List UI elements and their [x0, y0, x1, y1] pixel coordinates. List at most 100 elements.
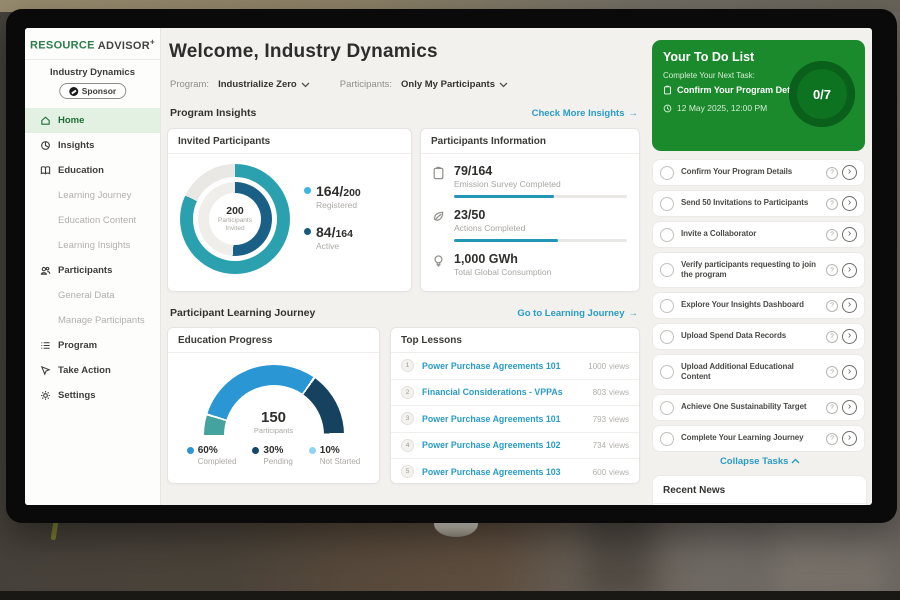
emission-survey-value: 79/164 — [454, 164, 493, 178]
sidebar-item-home[interactable]: Home — [25, 108, 160, 133]
lesson-link[interactable]: Power Purchase Agreements 101 — [422, 413, 561, 424]
chevron-right-icon[interactable]: › — [842, 165, 857, 180]
chevron-right-icon[interactable]: › — [842, 364, 857, 380]
chevron-right-icon[interactable]: › — [842, 400, 857, 415]
chevron-right-icon[interactable]: › — [842, 298, 857, 313]
todo-task[interactable]: Upload Spend Data Records ? › — [652, 323, 865, 350]
lesson-link[interactable]: Power Purchase Agreements 103 — [422, 466, 561, 477]
invited-center-label: Participants Invited — [218, 217, 252, 232]
lesson-link[interactable]: Power Purchase Agreements 102 — [422, 440, 561, 451]
program-value: Industrialize Zero — [218, 79, 297, 90]
task-checkbox[interactable] — [660, 329, 674, 344]
education-gauge-chart: 150 Participants 60% Completed 30% Pendi… — [168, 353, 379, 466]
sidebar-item-insights[interactable]: Insights — [25, 133, 160, 158]
check-more-insights-link[interactable]: Check More Insights → — [531, 107, 638, 119]
help-icon[interactable]: ? — [826, 299, 838, 312]
todo-task[interactable]: Explore Your Insights Dashboard ? › — [652, 292, 865, 319]
education-progress-card: Education Progress 150 Participants 60% … — [167, 327, 380, 484]
sidebar-item-program[interactable]: Program — [25, 333, 160, 358]
chevron-right-icon[interactable]: › — [842, 227, 857, 242]
sidebar-item-take-action[interactable]: Take Action — [25, 358, 160, 383]
lesson-rank: 2 — [401, 385, 414, 399]
insights-icon — [41, 141, 50, 150]
todo-subtitle: Complete Your Next Task: — [663, 71, 755, 80]
filter-bar: Program: Industrialize Zero Participants… — [170, 79, 508, 90]
chevron-right-icon[interactable]: › — [842, 196, 857, 211]
todo-task[interactable]: Send 50 Invitations to Participants ? › — [652, 190, 865, 217]
collapse-tasks-link[interactable]: Collapse Tasks — [648, 456, 872, 467]
sidebar-item-participants[interactable]: Participants — [25, 258, 160, 283]
chevron-right-icon[interactable]: › — [842, 329, 857, 344]
legend-item-not-started: 10% Not Started — [308, 445, 360, 466]
chevron-right-icon[interactable]: › — [842, 262, 857, 278]
task-checkbox[interactable] — [660, 196, 674, 211]
logo-text-primary: RESOURCE — [30, 39, 95, 52]
todo-task[interactable]: Verify participants requesting to join t… — [652, 252, 865, 288]
todo-progress-value: 0/7 — [812, 86, 832, 102]
lesson-rank: 1 — [401, 359, 414, 373]
invited-center-value: 200 — [226, 205, 244, 218]
arrow-right-icon: → — [628, 307, 639, 319]
cursor-action-icon — [40, 365, 51, 376]
sidebar-item-learning-journey[interactable]: Learning Journey — [58, 190, 132, 201]
emission-survey-label: Emission Survey Completed — [454, 179, 561, 189]
stat-progress-fill — [454, 239, 558, 242]
help-icon[interactable]: ? — [826, 228, 838, 241]
lesson-row: 3 Power Purchase Agreements 101 793 view… — [391, 406, 639, 433]
help-icon[interactable]: ? — [826, 197, 838, 210]
top-lessons-card: Top Lessons 1 Power Purchase Agreements … — [390, 327, 640, 484]
stat-emission-survey: 79/164 Emission Survey Completed — [421, 154, 639, 198]
task-checkbox[interactable] — [660, 431, 674, 446]
todo-task[interactable]: Complete Your Learning Journey ? › — [652, 425, 865, 452]
lesson-link[interactable]: Power Purchase Agreements 101 — [422, 360, 561, 371]
participants-dropdown[interactable]: Participants: Only My Participants — [340, 79, 508, 90]
task-checkbox[interactable] — [660, 165, 674, 180]
program-label: Program: — [170, 79, 210, 90]
sponsor-badge[interactable]: Sponsor — [58, 83, 127, 99]
sidebar-item-education[interactable]: Education — [25, 158, 160, 183]
sidebar-divider — [25, 59, 160, 60]
todo-summary-card: Your To Do List Complete Your Next Task:… — [652, 40, 865, 151]
sidebar-item-general-data[interactable]: General Data — [58, 290, 115, 301]
task-checkbox[interactable] — [660, 298, 674, 313]
dashboard-screen: RESOURCE ADVISOR+ Industry Dynamics Spon… — [25, 28, 872, 505]
lesson-rank: 3 — [401, 412, 414, 426]
sponsor-label: Sponsor — [81, 86, 117, 96]
actions-completed-value: 23/50 — [454, 208, 486, 222]
help-icon[interactable]: ? — [826, 366, 838, 378]
sidebar-item-learning-insights[interactable]: Learning Insights — [58, 240, 131, 251]
chevron-up-icon — [791, 458, 800, 464]
task-checkbox[interactable] — [660, 365, 674, 379]
task-checkbox[interactable] — [660, 263, 674, 277]
actions-completed-progressbar — [454, 239, 627, 242]
completed-dot — [186, 447, 194, 454]
todo-task-list: Confirm Your Program Details ? › Send 50… — [652, 159, 865, 452]
chevron-right-icon[interactable]: › — [842, 431, 857, 446]
todo-task[interactable]: Confirm Your Program Details ? › — [652, 159, 865, 186]
task-checkbox[interactable] — [660, 227, 674, 242]
invited-donut-gap: 200 Participants Invited — [193, 177, 277, 261]
lesson-link[interactable]: Financial Considerations - VPPAs — [422, 387, 563, 398]
sidebar-item-settings[interactable]: Settings — [25, 383, 160, 408]
help-icon[interactable]: ? — [826, 264, 838, 276]
help-icon[interactable]: ? — [826, 432, 838, 445]
logo-plus: + — [149, 37, 155, 46]
help-icon[interactable]: ? — [826, 330, 838, 343]
participants-icon — [40, 266, 51, 275]
invited-legend: 164/200 Registered 84/164 Active — [304, 174, 361, 265]
registered-label: Registered — [316, 199, 358, 210]
task-checkbox[interactable] — [660, 400, 674, 415]
todo-task[interactable]: Invite a Collaborator ? › — [652, 221, 865, 248]
sidebar-item-manage-participants[interactable]: Manage Participants — [58, 315, 145, 326]
help-icon[interactable]: ? — [826, 166, 838, 179]
program-dropdown[interactable]: Program: Industrialize Zero — [170, 79, 310, 90]
todo-task[interactable]: Upload Additional Educational Content ? … — [652, 354, 865, 390]
global-consumption-label: Total Global Consumption — [454, 267, 552, 277]
sidebar-item-education-content[interactable]: Education Content — [58, 215, 137, 226]
help-icon[interactable]: ? — [826, 401, 838, 414]
todo-task[interactable]: Achieve One Sustainability Target ? › — [652, 394, 865, 421]
lesson-rank: 4 — [401, 438, 414, 452]
go-to-learning-journey-link[interactable]: Go to Learning Journey → — [517, 307, 639, 319]
participants-label: Participants: — [339, 79, 393, 90]
page-title: Welcome, Industry Dynamics — [169, 41, 438, 62]
